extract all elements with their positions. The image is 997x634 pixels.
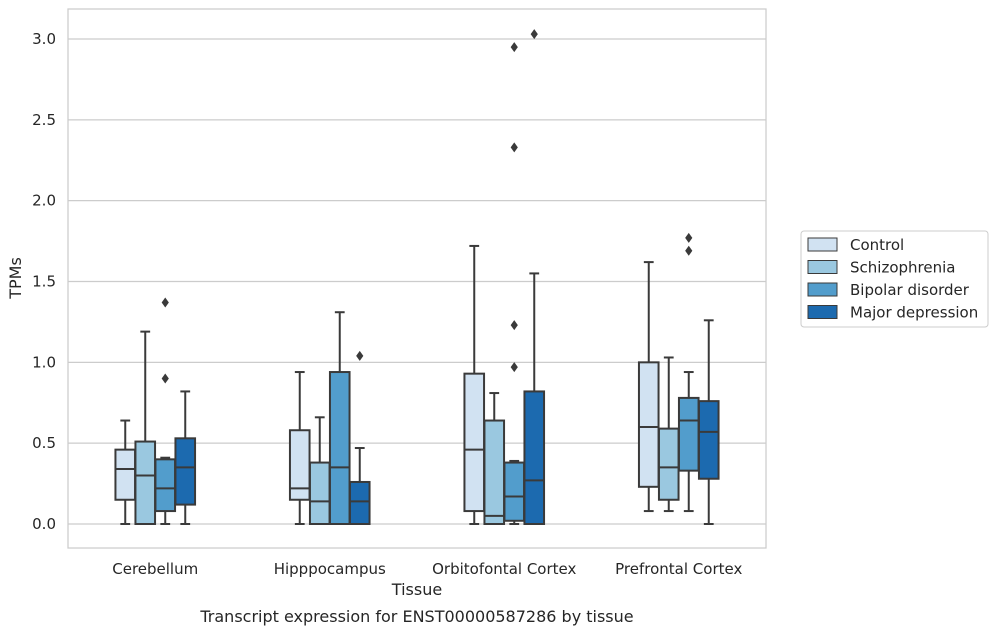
box-schizophrenia bbox=[308, 416, 331, 526]
figure-caption: Transcript expression for ENST0000058728… bbox=[199, 607, 633, 626]
iqr-box bbox=[154, 458, 177, 513]
outlier-point bbox=[530, 29, 538, 40]
outlier-point bbox=[685, 232, 693, 243]
x-axis-label: Tissue bbox=[391, 580, 442, 599]
iqr-box bbox=[348, 480, 371, 526]
iqr-box bbox=[114, 448, 137, 501]
legend-label: Major depression bbox=[850, 304, 978, 322]
y-tick-label: 1.5 bbox=[32, 273, 56, 291]
box-bipolar-disorder bbox=[677, 232, 700, 513]
y-tick-label: 0.0 bbox=[32, 515, 56, 533]
box-bipolar-disorder bbox=[154, 297, 177, 525]
iqr-box bbox=[328, 371, 351, 525]
box-major-depression bbox=[174, 390, 197, 525]
legend-frame bbox=[800, 230, 989, 328]
iqr-box bbox=[463, 372, 486, 513]
legend: Control Schizophrenia Bipolar disorder Majo… bbox=[800, 230, 989, 328]
y-tick-labels: 0.0 0.5 1.0 1.5 2.0 2.5 3.0 bbox=[32, 30, 56, 533]
outlier-point bbox=[685, 245, 693, 256]
box-control bbox=[463, 244, 486, 525]
iqr-box bbox=[308, 461, 331, 526]
legend-swatch bbox=[807, 260, 838, 274]
x-tick-label: Prefrontal Cortex bbox=[615, 560, 742, 578]
y-tick-label: 1.0 bbox=[32, 353, 56, 371]
iqr-box bbox=[174, 437, 197, 506]
iqr-box bbox=[657, 427, 680, 501]
box-schizophrenia bbox=[657, 356, 680, 513]
box-major-depression bbox=[697, 319, 720, 525]
iqr-box bbox=[503, 461, 526, 522]
box-control bbox=[288, 371, 311, 525]
y-tick-label: 0.5 bbox=[32, 434, 56, 452]
outlier-point bbox=[510, 362, 518, 373]
x-tick-label: Orbitofontal Cortex bbox=[432, 560, 576, 578]
x-tick-label: Cerebellum bbox=[112, 560, 198, 578]
box-series bbox=[114, 29, 720, 526]
iqr-box bbox=[134, 440, 157, 525]
iqr-box bbox=[677, 396, 700, 472]
plot-area-frame bbox=[67, 8, 767, 549]
box-bipolar-disorder bbox=[503, 42, 526, 525]
box-major-depression bbox=[348, 350, 371, 526]
legend-swatch bbox=[807, 305, 838, 319]
outlier-point bbox=[510, 42, 518, 53]
x-tick-label: Hipppocampus bbox=[274, 560, 386, 578]
box-control bbox=[114, 419, 137, 525]
legend-label: Bipolar disorder bbox=[850, 281, 970, 299]
x-tick-labels: Cerebellum Hipppocampus Orbitofontal Corte… bbox=[112, 560, 742, 578]
legend-swatch bbox=[807, 282, 838, 297]
outlier-point bbox=[510, 142, 518, 153]
iqr-box bbox=[523, 390, 546, 525]
box-control bbox=[637, 261, 660, 513]
box-schizophrenia bbox=[134, 330, 157, 525]
y-axis-label: TPMs bbox=[6, 257, 25, 300]
iqr-box bbox=[637, 361, 660, 488]
iqr-box bbox=[697, 400, 720, 480]
y-tick-label: 2.0 bbox=[32, 192, 56, 210]
iqr-box bbox=[483, 419, 506, 525]
y-tick-label: 3.0 bbox=[32, 30, 56, 48]
legend-label: Control bbox=[850, 236, 904, 254]
legend-label: Schizophrenia bbox=[850, 259, 955, 277]
box-bipolar-disorder bbox=[328, 311, 351, 525]
y-tick-label: 2.5 bbox=[32, 111, 56, 129]
outlier-point bbox=[510, 320, 518, 331]
box-major-depression bbox=[523, 29, 546, 525]
box-schizophrenia bbox=[483, 392, 506, 525]
legend-items: Control Schizophrenia Bipolar disorder Majo… bbox=[807, 236, 978, 322]
outlier-point bbox=[356, 350, 364, 361]
outlier-point bbox=[161, 373, 169, 384]
outlier-point bbox=[161, 297, 169, 308]
legend-swatch bbox=[807, 237, 838, 252]
